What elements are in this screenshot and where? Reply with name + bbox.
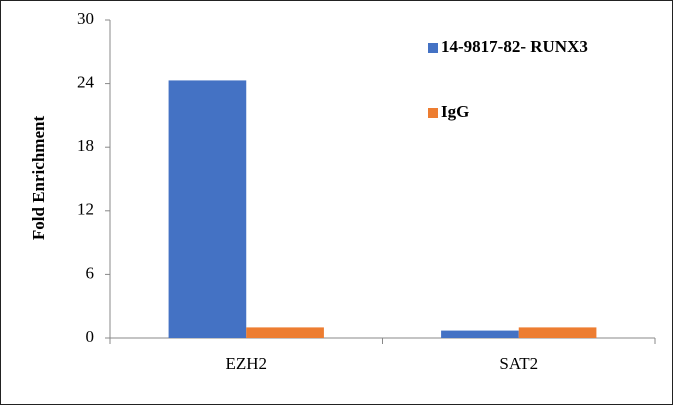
- legend-swatch: [428, 43, 438, 53]
- y-tick-label: 18: [77, 136, 94, 155]
- y-tick-label: 6: [86, 263, 95, 282]
- y-tick-label: 30: [77, 9, 94, 28]
- y-axis-title: Fold Enrichment: [29, 116, 48, 241]
- legend-label: IgG: [441, 102, 469, 121]
- bar: [441, 330, 519, 338]
- bar: [246, 327, 324, 338]
- legend-swatch: [428, 108, 438, 118]
- x-tick-label: EZH2: [225, 354, 267, 373]
- y-tick-label: 0: [86, 327, 95, 346]
- x-tick-label: SAT2: [499, 354, 538, 373]
- y-tick-label: 24: [77, 73, 95, 92]
- bar: [168, 80, 247, 339]
- y-tick-label: 12: [77, 200, 94, 219]
- bar: [518, 327, 597, 338]
- legend-label: 14-9817-82- RUNX3: [441, 37, 588, 56]
